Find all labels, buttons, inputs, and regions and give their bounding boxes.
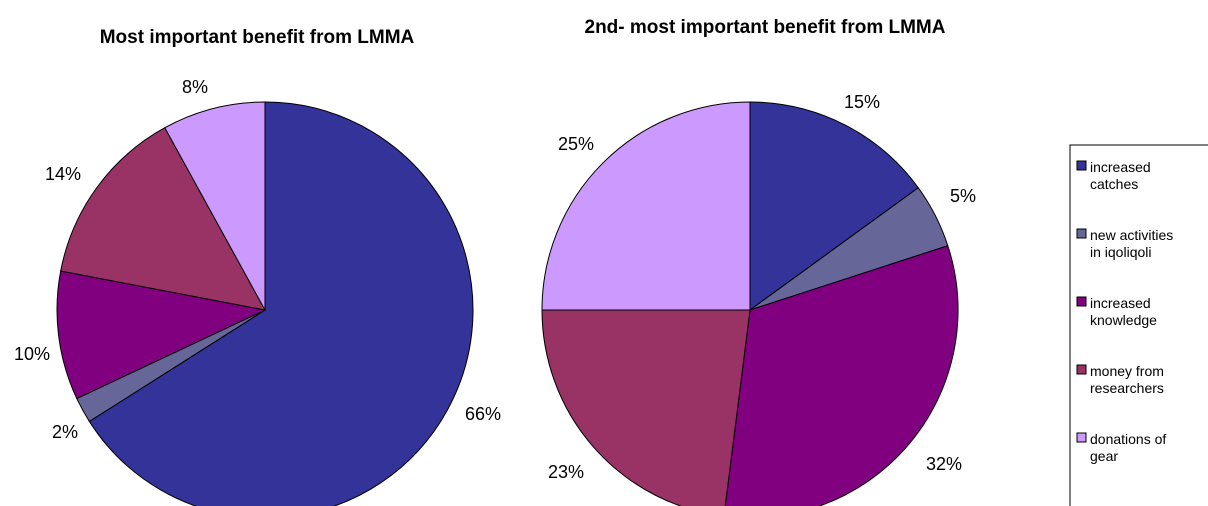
legend-swatch-4 [1076, 364, 1087, 375]
pie-slice-1-4 [60, 127, 266, 311]
pie-slice-1-3 [56, 270, 267, 400]
slice-label-2-3: 32% [926, 454, 962, 474]
pie-slice-1-1 [88, 101, 474, 506]
legend-label-2-2: in iqoliqoli [1090, 244, 1151, 260]
slice-label-1-3: 10% [14, 344, 50, 364]
legend-label-1-2: catches [1090, 176, 1138, 192]
legend-swatch-3 [1076, 296, 1087, 307]
slice-label-1-5: 8% [182, 77, 208, 97]
slice-label-2-5: 25% [558, 134, 594, 154]
legend-swatch-5 [1076, 432, 1087, 443]
pie-slice-2-3 [724, 245, 959, 506]
pie-chart-1: 66% 2% 10% 14% 8% [14, 77, 501, 506]
pie-chart-2: 15% 5% 32% 23% 25% [541, 92, 976, 506]
legend-label-4-2: researchers [1090, 380, 1164, 396]
slice-label-1-1: 66% [465, 404, 501, 424]
slice-label-2-4: 23% [548, 462, 584, 482]
pie-slice-2-1 [749, 101, 919, 311]
legend-swatch-1 [1076, 160, 1087, 171]
chart-title-1: Most important benefit from LMMA [100, 27, 415, 48]
legend-label-4-1: money from [1090, 363, 1164, 379]
slice-label-2-2: 5% [950, 186, 976, 206]
pie-slice-1-5 [164, 101, 266, 311]
legend-label-2-1: new activities [1090, 227, 1173, 243]
legend-box [1069, 144, 1208, 506]
legend-swatch-2 [1076, 228, 1087, 239]
slice-label-2-1: 15% [844, 92, 880, 112]
legend-label-1-1: increased [1090, 159, 1151, 175]
slice-label-1-2: 2% [52, 422, 78, 442]
chart-title-2: 2nd- most important benefit from LMMA [585, 17, 946, 38]
legend-label-3-1: increased [1090, 295, 1151, 311]
legend-label-5-2: gear [1090, 448, 1118, 464]
legend-label-3-2: knowledge [1090, 312, 1157, 328]
slice-label-1-4: 14% [45, 164, 81, 184]
pie-slice-2-4 [541, 309, 751, 506]
pie-slice-2-5 [541, 101, 751, 311]
legend-label-5-1: donations of [1090, 431, 1166, 447]
